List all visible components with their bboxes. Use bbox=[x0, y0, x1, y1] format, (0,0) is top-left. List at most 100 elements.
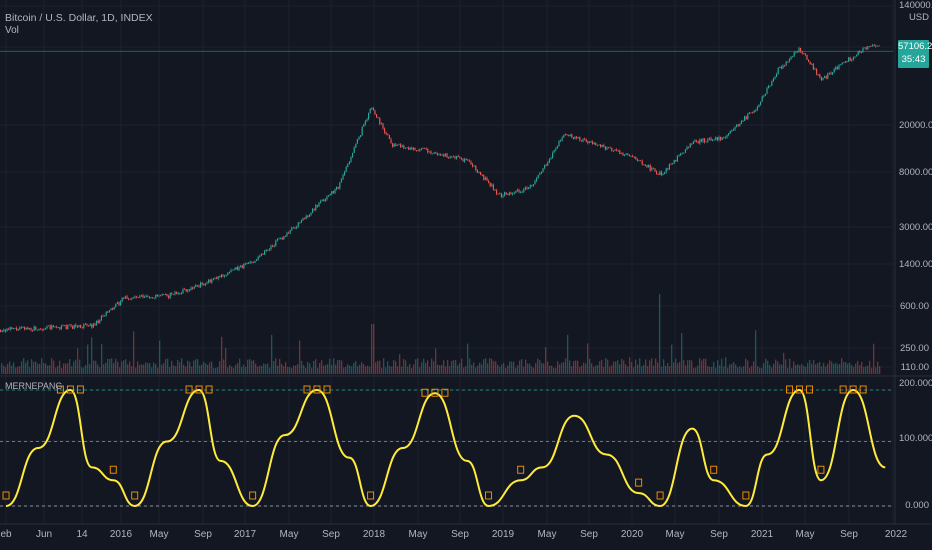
price-candle bbox=[555, 148, 557, 151]
price-candle bbox=[696, 140, 698, 142]
volume-bar bbox=[653, 365, 655, 374]
price-candle bbox=[782, 65, 784, 69]
volume-bar bbox=[111, 358, 113, 374]
volume-bar bbox=[399, 354, 401, 374]
volume-bar bbox=[67, 363, 69, 374]
volume-bar bbox=[583, 362, 585, 374]
price-candle bbox=[520, 191, 522, 193]
price-candle bbox=[665, 168, 667, 173]
price-candle bbox=[140, 295, 142, 297]
price-candle bbox=[566, 134, 568, 136]
volume-bar bbox=[777, 361, 779, 374]
price-candle bbox=[739, 123, 741, 126]
volume-bar bbox=[527, 363, 529, 374]
price-candle bbox=[35, 326, 37, 331]
price-candle bbox=[430, 151, 432, 155]
oscillator-marker bbox=[839, 385, 847, 394]
price-candle bbox=[318, 202, 320, 207]
price-candle bbox=[342, 174, 344, 180]
price-candle bbox=[788, 59, 790, 63]
price-candle bbox=[176, 291, 178, 294]
indicator-label[interactable]: MERNEPANG bbox=[5, 381, 63, 391]
volume-bar bbox=[235, 364, 237, 374]
price-candle bbox=[571, 134, 573, 138]
price-candle bbox=[227, 272, 229, 276]
price-candle bbox=[409, 147, 411, 150]
volume-bar bbox=[747, 360, 749, 374]
volume-bar bbox=[163, 363, 165, 374]
volume-bar bbox=[663, 359, 665, 374]
oscillator-marker bbox=[421, 388, 429, 397]
volume-bar bbox=[529, 363, 531, 374]
price-candle bbox=[465, 159, 467, 161]
price-candle bbox=[75, 324, 77, 327]
volume-bar bbox=[19, 366, 21, 374]
price-candle bbox=[560, 140, 562, 141]
price-candle bbox=[518, 189, 520, 193]
volume-bar bbox=[751, 366, 753, 374]
price-candle bbox=[499, 193, 501, 195]
time-tick: eb bbox=[0, 529, 12, 540]
volume-bar bbox=[691, 360, 693, 374]
price-candle bbox=[46, 326, 48, 329]
symbol-title[interactable]: Bitcoin / U.S. Dollar, 1D, INDEX bbox=[5, 12, 153, 24]
price-candle bbox=[259, 255, 261, 257]
price-candle bbox=[137, 297, 139, 298]
volume-bar bbox=[673, 362, 675, 374]
price-candle bbox=[726, 134, 728, 138]
price-candle bbox=[345, 166, 347, 172]
volume-bar bbox=[191, 366, 193, 374]
volume-label[interactable]: Vol bbox=[5, 25, 19, 36]
price-candle bbox=[716, 137, 718, 140]
volume-bar bbox=[705, 358, 707, 374]
price-candle bbox=[33, 326, 35, 331]
time-tick: May bbox=[408, 529, 428, 540]
volume-bar bbox=[381, 367, 383, 374]
price-candle bbox=[609, 147, 611, 149]
price-candle bbox=[249, 261, 251, 263]
price-candle bbox=[390, 138, 392, 144]
price-candle bbox=[817, 74, 819, 76]
price-candle bbox=[356, 139, 358, 144]
volume-bar bbox=[81, 367, 83, 374]
price-candle bbox=[497, 193, 499, 195]
price-candle bbox=[433, 152, 435, 154]
price-candle bbox=[491, 184, 493, 187]
volume-bar bbox=[471, 364, 473, 374]
volume-bar bbox=[613, 361, 615, 374]
time-tick: 2021 bbox=[750, 529, 774, 540]
price-candle bbox=[876, 45, 878, 47]
price-candle bbox=[230, 269, 232, 272]
volume-bar bbox=[51, 358, 53, 374]
price-candle bbox=[432, 153, 434, 155]
volume-bar bbox=[155, 363, 157, 374]
volume-bar bbox=[33, 361, 35, 374]
volume-bar bbox=[843, 362, 845, 374]
price-candle bbox=[872, 45, 874, 47]
volume-bar bbox=[447, 360, 449, 374]
price-candle bbox=[600, 144, 602, 147]
volume-bar bbox=[175, 366, 177, 374]
price-candle bbox=[395, 144, 397, 146]
price-candle bbox=[36, 329, 38, 331]
price-candle bbox=[729, 131, 731, 134]
price-candle bbox=[81, 327, 83, 329]
volume-bar bbox=[93, 360, 95, 374]
price-candle bbox=[825, 76, 827, 79]
price-candle bbox=[633, 156, 635, 158]
price-candle bbox=[659, 171, 661, 175]
price-candle bbox=[94, 323, 96, 325]
price-candle bbox=[92, 323, 94, 328]
price-tick: 600.00 bbox=[899, 301, 929, 312]
price-candle bbox=[371, 108, 373, 110]
volume-bar bbox=[287, 367, 289, 374]
volume-bar bbox=[207, 364, 209, 374]
volume-bar bbox=[5, 367, 7, 374]
volume-bar bbox=[181, 358, 183, 374]
volume-bar bbox=[593, 366, 595, 374]
volume-bar bbox=[401, 366, 403, 374]
price-candle bbox=[384, 128, 386, 133]
volume-bar bbox=[847, 363, 849, 374]
volume-bar bbox=[603, 366, 605, 374]
